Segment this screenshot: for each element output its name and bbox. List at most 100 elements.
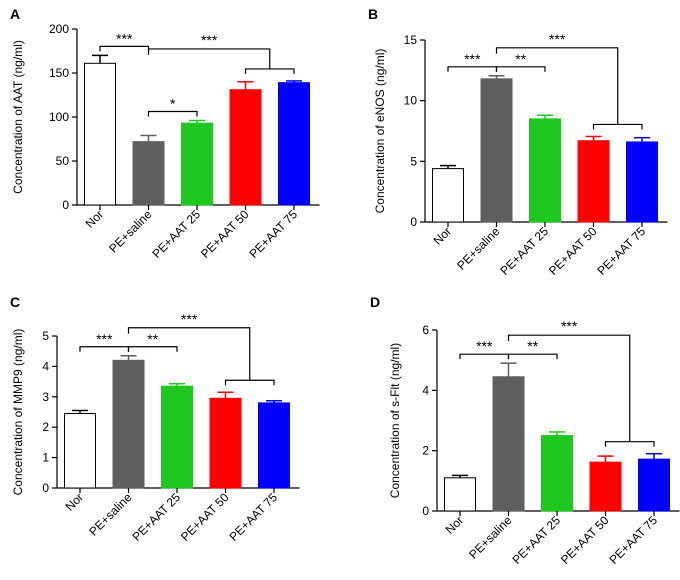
y-tick-label: 150 xyxy=(49,66,69,80)
bar xyxy=(84,62,116,206)
bar xyxy=(258,402,290,489)
y-tick-label: 0 xyxy=(42,481,49,495)
x-tick-label: PE+AAT 75 xyxy=(246,207,300,261)
panel-label: A xyxy=(10,6,20,22)
y-tick-label: 200 xyxy=(49,22,69,36)
x-tick-label: Nor xyxy=(83,207,107,231)
significance-bracket xyxy=(507,334,631,442)
bar xyxy=(64,413,96,489)
y-axis-label: Concentration of MMP9 (ng/ml) xyxy=(11,329,25,496)
significance-bracket xyxy=(127,346,178,352)
significance-label: *** xyxy=(201,32,218,48)
y-tick-label: 50 xyxy=(56,154,70,168)
x-tick-label: PE+AAT 50 xyxy=(178,490,232,544)
x-tick-label: PE+AAT 75 xyxy=(606,513,660,567)
significance-bracket xyxy=(79,346,130,352)
bar xyxy=(278,82,310,206)
panel-label: B xyxy=(368,6,378,22)
significance-bracket xyxy=(495,66,546,72)
bar xyxy=(589,461,622,512)
panel-label: D xyxy=(370,294,380,310)
significance-bracket xyxy=(99,45,150,52)
x-tick-label: PE+saline xyxy=(86,490,135,539)
significance-bracket xyxy=(459,353,510,360)
x-tick-label: PE+AAT 50 xyxy=(198,207,252,261)
group-bracket xyxy=(604,441,655,447)
significance-label: *** xyxy=(549,31,566,47)
y-tick-label: 0 xyxy=(422,504,429,518)
x-tick-label: PE+AAT 25 xyxy=(509,513,563,567)
x-tick-label: PE+AAT 75 xyxy=(226,490,280,544)
significance-label: ** xyxy=(515,51,526,67)
significance-label: * xyxy=(170,96,176,112)
y-axis-label: Concentration of AAT (ng/ml) xyxy=(11,40,25,194)
x-tick-label: PE+saline xyxy=(466,513,515,562)
y-tick-label: 1 xyxy=(42,451,49,465)
group-bracket xyxy=(592,123,643,130)
bar xyxy=(541,435,573,512)
y-tick-label: 4 xyxy=(42,359,49,373)
bar xyxy=(432,168,464,223)
y-tick-label: 100 xyxy=(49,110,69,124)
significance-bracket xyxy=(147,110,198,117)
bar xyxy=(229,89,262,206)
y-tick-label: 0 xyxy=(410,215,417,229)
x-tick-label: PE+saline xyxy=(454,224,503,273)
y-tick-label: 0 xyxy=(62,198,69,212)
group-bracket xyxy=(224,379,275,386)
significance-label: *** xyxy=(96,331,113,347)
significance-bracket xyxy=(127,327,251,381)
significance-label: *** xyxy=(116,30,133,46)
x-tick-label: PE+AAT 75 xyxy=(594,224,648,278)
y-tick-label: 4 xyxy=(422,383,429,397)
y-tick-label: 10 xyxy=(404,94,418,108)
y-tick-label: 6 xyxy=(422,323,429,337)
significance-label: ** xyxy=(147,331,158,347)
significance-label: *** xyxy=(561,318,578,334)
significance-bracket xyxy=(495,47,619,125)
x-tick-label: PE+AAT 25 xyxy=(497,224,551,278)
y-tick-label: 15 xyxy=(404,33,418,47)
panel-label: C xyxy=(10,294,20,310)
bar xyxy=(638,458,670,512)
bar xyxy=(492,376,525,512)
significance-label: *** xyxy=(476,338,493,354)
x-tick-label: PE+AAT 50 xyxy=(558,513,612,567)
group-bracket xyxy=(244,68,295,74)
y-axis-label: Concentration of eNOS (ng/ml) xyxy=(373,49,387,214)
bar xyxy=(132,141,165,206)
significance-label: *** xyxy=(181,311,198,327)
y-tick-label: 2 xyxy=(422,444,429,458)
y-tick-label: 2 xyxy=(42,420,49,434)
x-tick-label: Nor xyxy=(443,513,467,537)
bar xyxy=(112,359,145,489)
bar xyxy=(529,118,561,223)
x-tick-label: PE+saline xyxy=(106,207,155,256)
significance-bracket xyxy=(507,353,558,360)
bar xyxy=(209,397,242,489)
bar xyxy=(161,385,193,489)
bar xyxy=(480,78,513,223)
significance-bracket xyxy=(147,48,271,69)
y-axis-label: Concentration of s-Flt (ng/ml) xyxy=(388,343,402,498)
bar xyxy=(626,141,658,223)
panel-a: A Concentration of AAT (ng/ml) 0 50 100 150 20… xyxy=(10,6,320,261)
bar xyxy=(181,122,213,206)
x-tick-label: Nor xyxy=(63,490,87,514)
y-tick-label: 5 xyxy=(42,329,49,343)
y-tick-label: 3 xyxy=(42,390,49,404)
significance-label: ** xyxy=(527,338,538,354)
y-tick-label: 5 xyxy=(410,154,417,168)
significance-bracket xyxy=(447,66,498,72)
bar xyxy=(444,477,476,512)
x-tick-label: PE+AAT 25 xyxy=(129,490,183,544)
bar xyxy=(577,140,610,223)
x-tick-label: PE+AAT 50 xyxy=(546,224,600,278)
x-tick-label: Nor xyxy=(431,224,455,248)
significance-label: *** xyxy=(464,51,481,67)
x-tick-label: PE+AAT 25 xyxy=(149,207,203,261)
